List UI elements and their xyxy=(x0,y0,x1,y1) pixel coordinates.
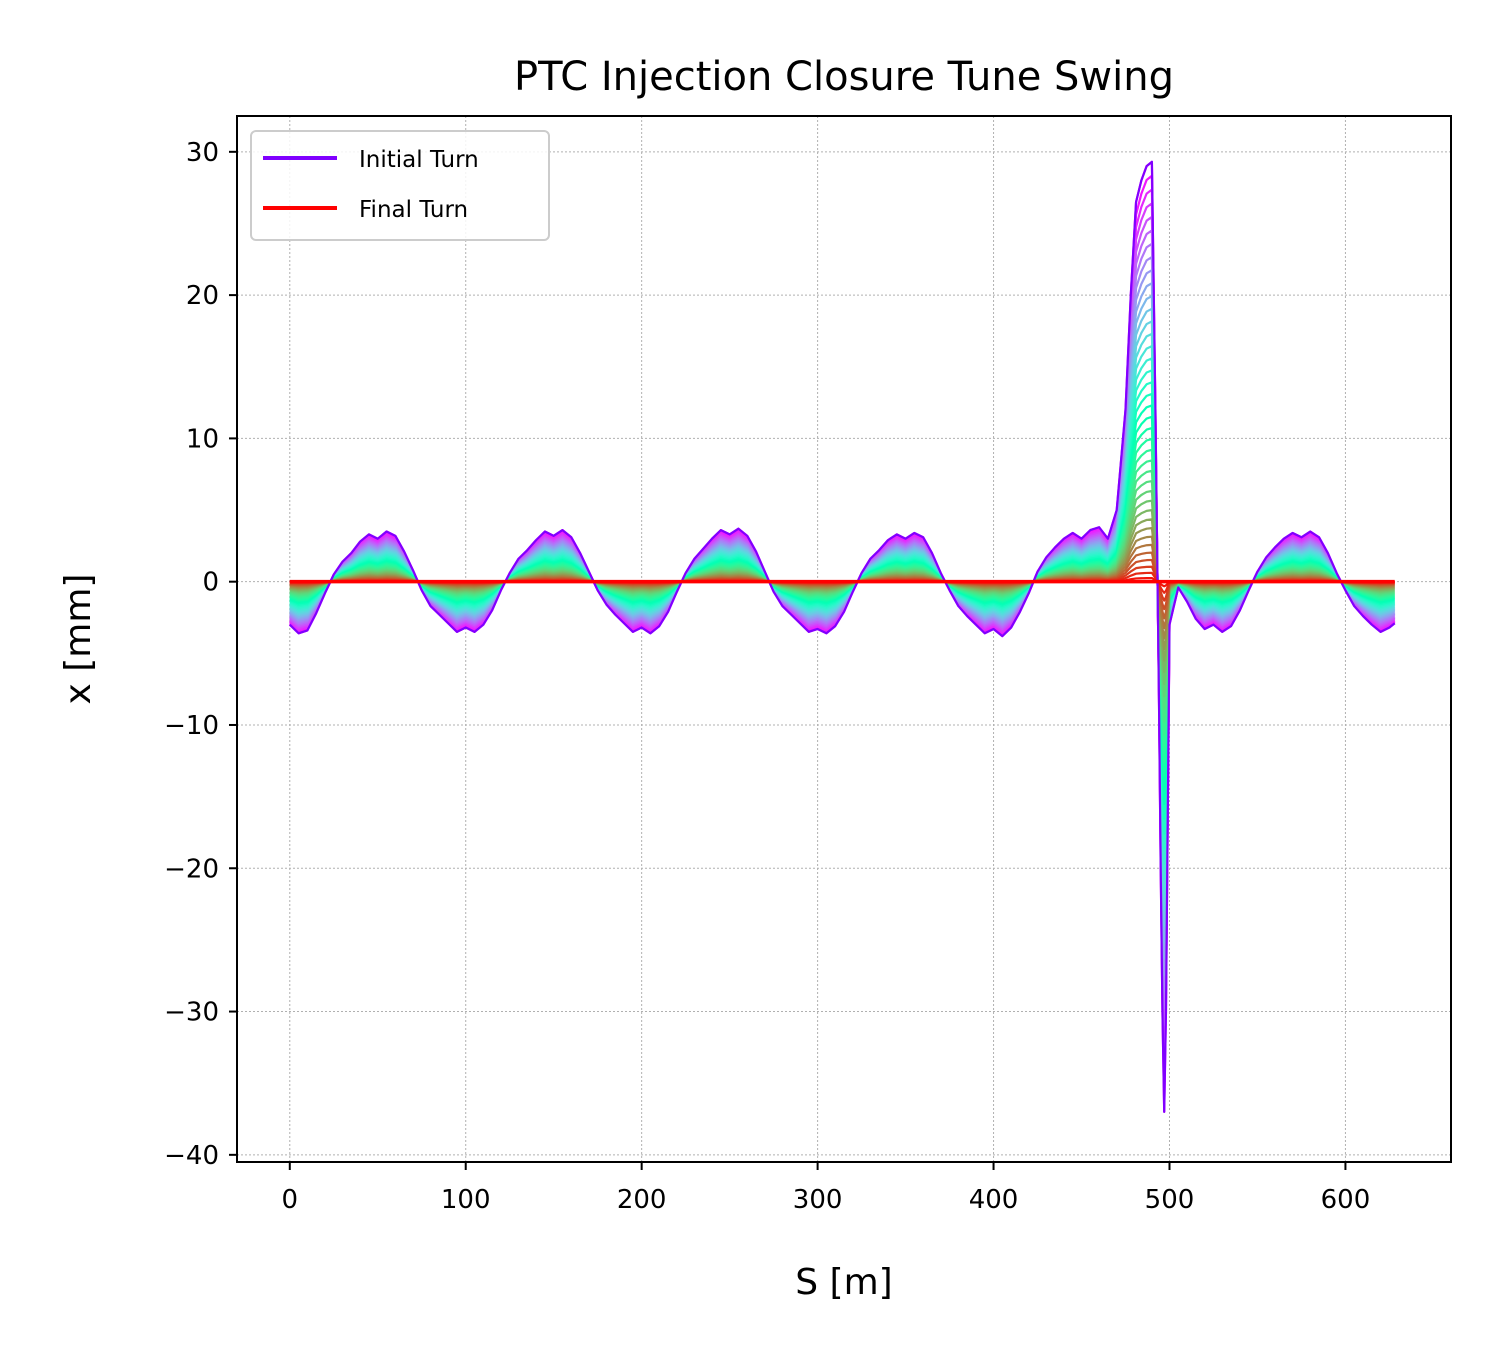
chart-title: PTC Injection Closure Tune Swing xyxy=(514,54,1174,100)
x-tick-label: 500 xyxy=(1145,1185,1195,1215)
y-axis-label: x [mm] xyxy=(58,574,99,705)
turn-lines xyxy=(289,160,1396,1113)
x-tick-label: 600 xyxy=(1321,1185,1371,1215)
y-tick-label: −20 xyxy=(164,854,219,884)
series-line-initial-turn xyxy=(289,160,1396,1113)
x-tick-label: 200 xyxy=(617,1185,667,1215)
y-axis-ticks: 30 20 10 0 −10 −20 −30 −40 xyxy=(164,138,237,1171)
y-tick-label: 20 xyxy=(186,281,219,311)
x-axis-ticks: 0 100 200 300 400 500 600 xyxy=(282,1162,1371,1215)
x-tick-label: 400 xyxy=(969,1185,1019,1215)
y-tick-label: 0 xyxy=(202,568,219,598)
legend-label-initial-turn: Initial Turn xyxy=(359,147,479,173)
y-tick-label: −30 xyxy=(164,998,219,1028)
legend-label-final-turn: Final Turn xyxy=(359,197,468,223)
y-tick-label: 30 xyxy=(186,138,219,168)
x-tick-label: 0 xyxy=(282,1185,299,1215)
plot-frame xyxy=(236,115,1452,1163)
x-tick-label: 300 xyxy=(793,1185,843,1215)
y-tick-label: −40 xyxy=(164,1141,219,1171)
x-axis-label: S [m] xyxy=(795,1262,892,1303)
legend: Initial Turn Final Turn xyxy=(250,130,550,241)
y-tick-label: −10 xyxy=(164,711,219,741)
y-tick-label: 10 xyxy=(186,424,219,454)
x-tick-label: 100 xyxy=(441,1185,491,1215)
